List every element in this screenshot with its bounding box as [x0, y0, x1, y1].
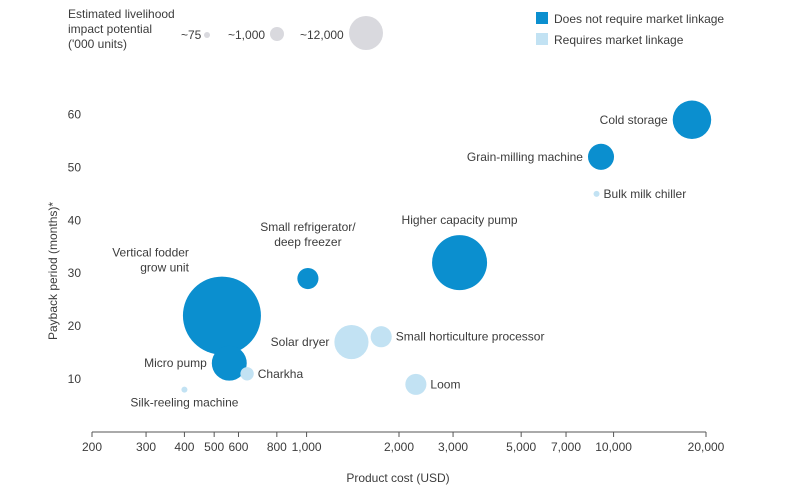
bubble-small-refrigerator-deep-freezer	[297, 267, 319, 290]
x-tick-label: 600	[228, 440, 248, 454]
x-tick-label: 1,000	[292, 440, 322, 454]
legend-swatch-no-market-linkage	[536, 12, 548, 24]
axes: 200 300 400 500 600 800 1,000 2,000 3,000 5,000 7,…	[68, 107, 725, 454]
x-axis-title: Product cost (USD)	[346, 471, 449, 485]
bubble-grain-milling-machine	[587, 143, 615, 170]
y-tick-label: 40	[68, 213, 82, 227]
bubble-vertical-fodder-grow-unit	[182, 276, 261, 355]
y-tick-label: 30	[68, 266, 82, 280]
bubble-bulk-milk-chiller	[593, 190, 600, 197]
size-legend-bubble-medium	[270, 27, 284, 41]
x-tick-label: 20,000	[688, 440, 725, 454]
legend-label-no-market-linkage: Does not require market linkage	[554, 12, 724, 26]
size-legend-title-line-3: ('000 units)	[68, 37, 127, 51]
size-legend-label-small: ~75	[181, 28, 202, 42]
size-legend-bubble-small	[204, 32, 210, 38]
label-bulk-milk-chiller: Bulk milk chiller	[604, 187, 687, 201]
x-tick-label: 3,000	[438, 440, 468, 454]
x-tick-label: 400	[174, 440, 194, 454]
bubble-labels: Cold storage Grain-milling machine Bulk mi…	[112, 113, 686, 410]
x-tick-label: 5,000	[506, 440, 536, 454]
bubble-small-horticulture-processor	[370, 326, 392, 348]
size-legend: Estimated livelihood impact potential ('…	[68, 7, 383, 51]
label-cold-storage: Cold storage	[600, 113, 668, 127]
label-micro-pump: Micro pump	[144, 356, 207, 370]
label-charkha: Charkha	[258, 367, 304, 381]
label-higher-capacity-pump: Higher capacity pump	[402, 213, 518, 227]
label-vertical-fodder-grow-unit: Vertical fodder grow unit	[112, 246, 189, 275]
legend-label-market-linkage: Requires market linkage	[554, 33, 684, 47]
legend-swatch-market-linkage	[536, 33, 548, 45]
x-tick-label: 300	[136, 440, 156, 454]
label-small-horticulture-processor: Small horticulture processor	[396, 330, 545, 344]
bubble-charkha	[240, 367, 254, 381]
bubble-cold-storage	[672, 100, 712, 139]
color-legend: Does not require market linkage Requires…	[536, 12, 724, 47]
bubble-micro-pump	[211, 345, 247, 381]
label-loom: Loom	[430, 377, 460, 391]
bubble-solar-dryer	[334, 324, 369, 360]
size-legend-bubble-large	[349, 16, 383, 50]
label-silk-reeling-machine: Silk-reeling machine	[130, 396, 238, 410]
y-tick-label: 60	[68, 107, 82, 121]
x-tick-label: 200	[82, 440, 102, 454]
label-solar-dryer: Solar dryer	[271, 335, 330, 349]
bubble-silk-reeling-machine	[181, 386, 188, 393]
label-small-refrigerator-deep-freezer: Small refrigerator/deep freezer	[260, 220, 356, 249]
label-grain-milling-machine: Grain-milling machine	[467, 150, 583, 164]
size-legend-title-line-1: Estimated livelihood	[68, 7, 175, 21]
x-tick-label: 7,000	[551, 440, 581, 454]
y-tick-label: 50	[68, 160, 82, 174]
bubble-higher-capacity-pump	[432, 235, 488, 291]
x-tick-label: 500	[204, 440, 224, 454]
y-tick-label: 20	[68, 319, 82, 333]
size-legend-label-medium: ~1,000	[228, 28, 265, 42]
x-tick-label: 800	[267, 440, 287, 454]
bubble-loom	[405, 373, 427, 395]
size-legend-title-line-2: impact potential	[68, 22, 152, 36]
x-tick-label: 10,000	[595, 440, 632, 454]
size-legend-label-large: ~12,000	[300, 28, 344, 42]
y-axis-title: Payback period (months)*	[46, 202, 60, 340]
y-tick-label: 10	[68, 372, 82, 386]
x-tick-label: 2,000	[384, 440, 414, 454]
bubbles	[181, 100, 712, 395]
